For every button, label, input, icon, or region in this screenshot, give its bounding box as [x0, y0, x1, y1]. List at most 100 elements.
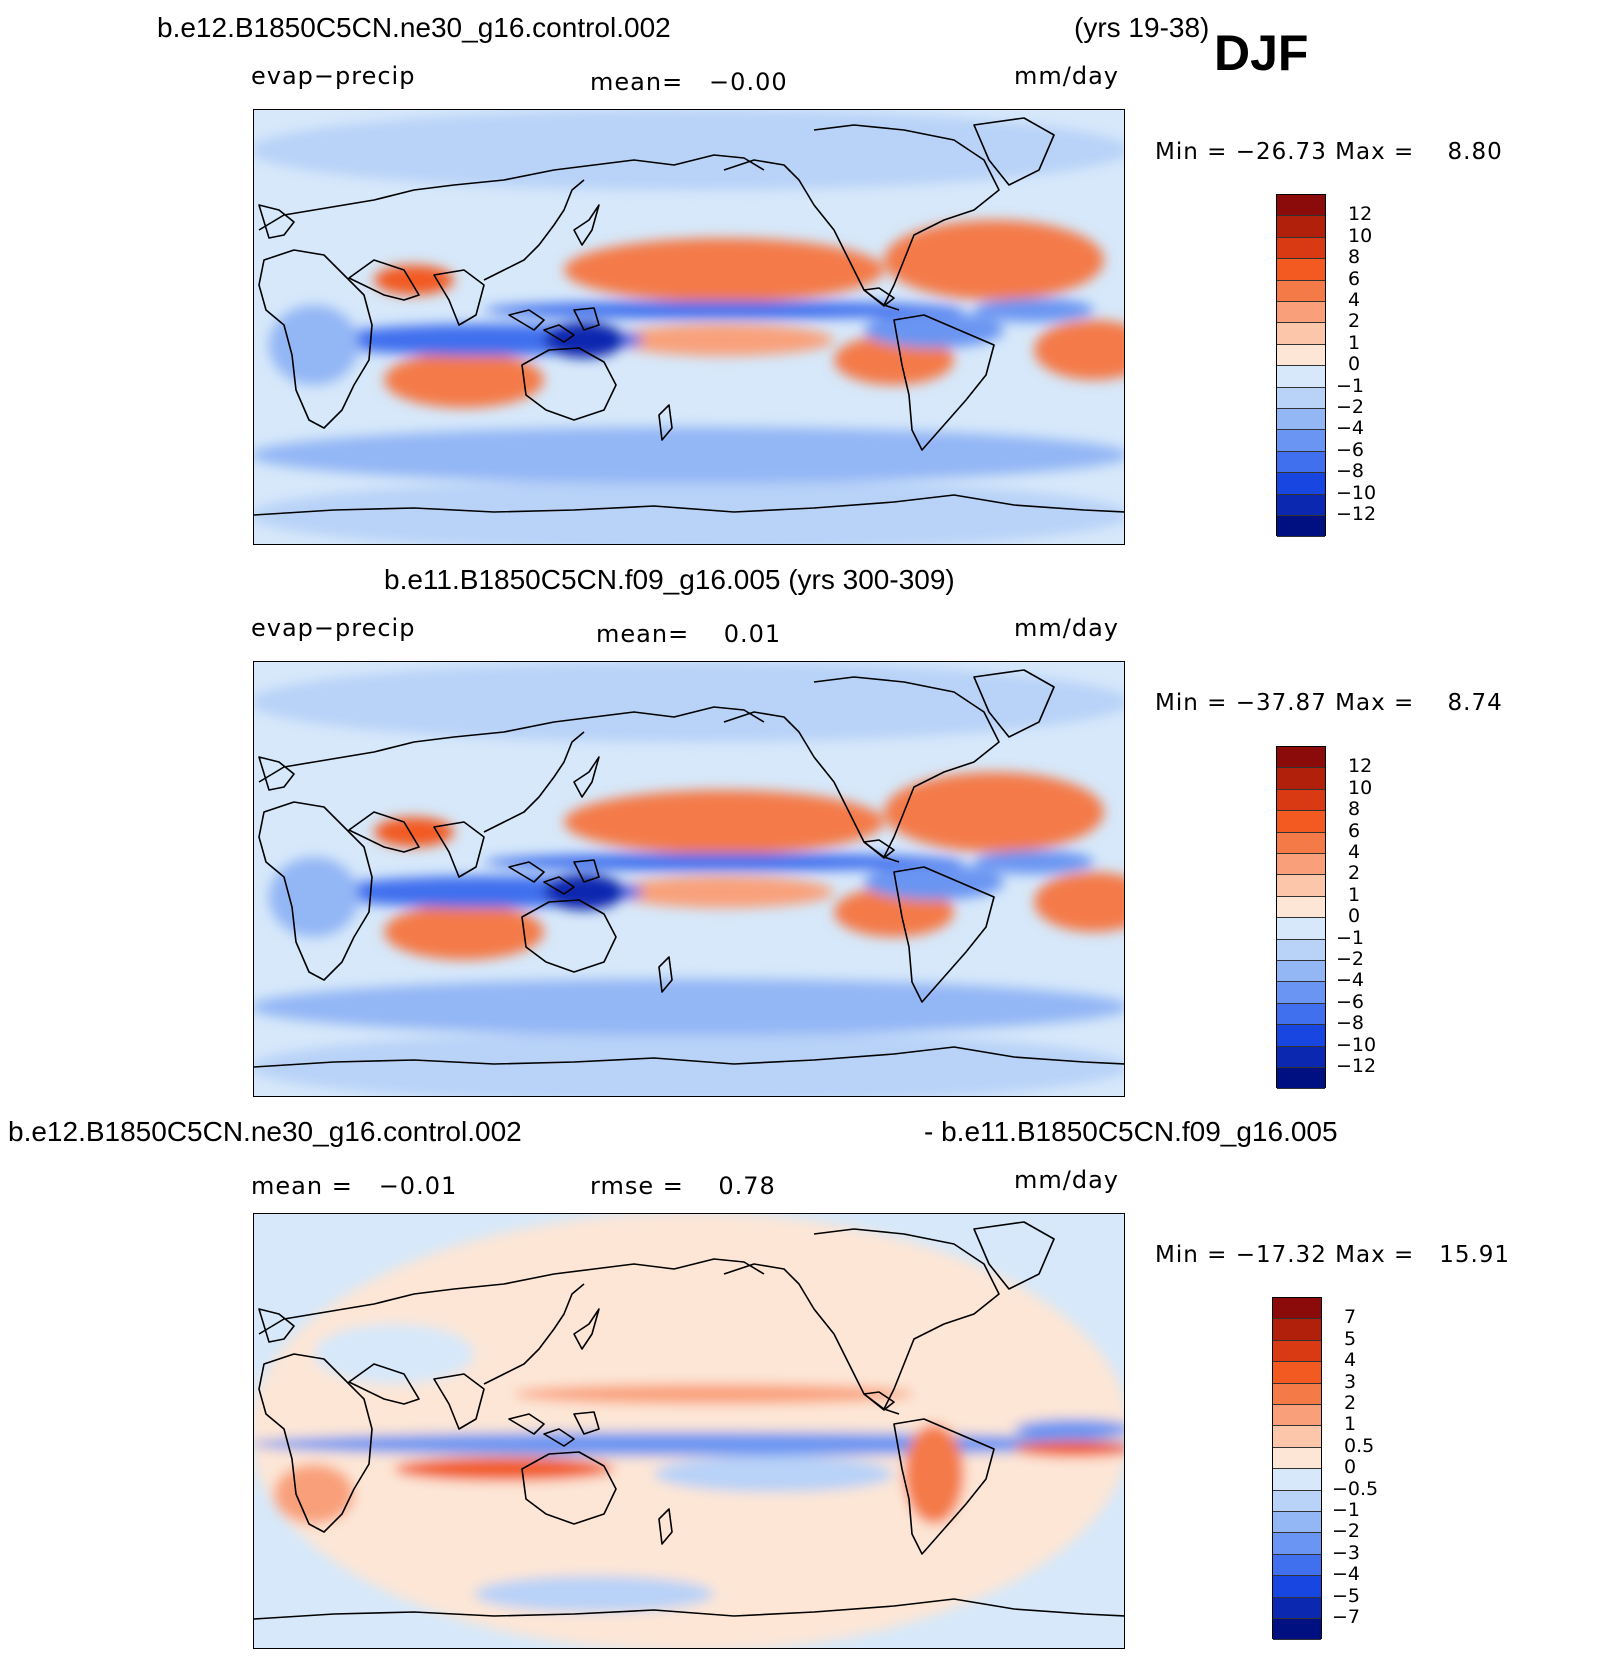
colorbar-swatch — [1273, 1554, 1321, 1577]
field-contour — [474, 1576, 714, 1612]
panel1-units-label: mm/day — [1014, 62, 1119, 90]
field-contour — [614, 324, 834, 356]
field-contour — [254, 1214, 1124, 1648]
coastline — [973, 1221, 1055, 1290]
field-layer — [254, 110, 1124, 544]
map-svg — [254, 110, 1124, 544]
field-contour — [514, 1384, 914, 1404]
colorbar-tick-label: 12 — [1348, 755, 1373, 778]
coastline — [258, 154, 765, 231]
colorbar-tick-label: 4 — [1344, 1349, 1357, 1372]
colorbar-tick-label: 8 — [1348, 798, 1361, 821]
colorbar-swatch — [1273, 1319, 1321, 1341]
colorbar-tick-label: −8 — [1336, 460, 1365, 483]
colorbar-tick-label: −6 — [1336, 438, 1365, 461]
colorbar-swatch — [1277, 854, 1325, 876]
panel3-minmax: Min = −17.32 Max = 15.91 — [1155, 1242, 1511, 1268]
colorbar-swatch — [1277, 875, 1325, 897]
field-contour — [384, 904, 544, 960]
coastline — [258, 756, 295, 791]
colorbar-swatch — [1277, 1068, 1325, 1090]
panel1-title-right: (yrs 19-38) — [1074, 12, 1210, 43]
coastlines — [254, 117, 1124, 516]
colorbar-swatch — [1277, 387, 1325, 409]
coastline — [973, 117, 1055, 186]
field-layer — [254, 662, 1124, 1096]
colorbar-box — [1272, 1297, 1322, 1641]
colorbar-tick-label: 10 — [1348, 224, 1373, 247]
panel1-map — [253, 109, 1125, 545]
field-contour — [884, 220, 1104, 300]
colorbar-box — [1276, 194, 1326, 538]
colorbar-swatch — [1277, 195, 1325, 217]
field-contour — [494, 1432, 614, 1456]
coastlines — [254, 1221, 1124, 1620]
colorbar-tick-label: 1 — [1344, 1413, 1357, 1436]
coastline — [508, 309, 545, 331]
colorbar-swatch — [1277, 961, 1325, 983]
colorbar-tick-label: 5 — [1344, 1327, 1357, 1350]
coastline — [348, 1363, 420, 1405]
coastline — [258, 249, 373, 429]
coastline — [508, 1413, 545, 1435]
colorbar-tick-label: 0.5 — [1344, 1434, 1375, 1457]
colorbar-swatch — [1273, 1383, 1321, 1405]
coastline — [573, 1411, 600, 1435]
map-svg — [254, 1214, 1124, 1648]
field-contour — [654, 1456, 894, 1492]
colorbar-tick-label: −10 — [1336, 481, 1377, 504]
coastline — [521, 899, 617, 973]
panel1-minmax: Min = −26.73 Max = 8.80 — [1155, 139, 1503, 165]
colorbar-swatch — [1273, 1576, 1321, 1598]
coastline — [893, 866, 995, 1003]
field-contour — [564, 790, 884, 854]
colorbar-swatch — [1277, 216, 1325, 238]
field-contour — [374, 265, 454, 295]
field-contour — [614, 876, 834, 908]
colorbar-tick-label: −4 — [1332, 1563, 1361, 1586]
colorbar-tick-label: −1 — [1336, 926, 1365, 949]
coastline — [863, 287, 895, 307]
field-contour — [254, 427, 1124, 483]
colorbar-tick-label: −12 — [1336, 1055, 1377, 1077]
coastline — [658, 1508, 673, 1545]
coastline — [483, 179, 585, 281]
colorbar-swatch — [1277, 939, 1325, 961]
colorbar-swatch — [1277, 1003, 1325, 1026]
colorbar-tick-label: −2 — [1336, 396, 1365, 418]
panel2-mean-label: mean= 0.01 — [596, 620, 782, 648]
colorbar-tick-label: 8 — [1348, 246, 1361, 269]
colorbar-swatch — [1277, 323, 1325, 345]
coastline — [258, 801, 373, 981]
coastline — [543, 324, 575, 343]
coastline — [348, 259, 420, 301]
field-contour — [374, 817, 454, 847]
colorbar-swatch — [1277, 789, 1325, 812]
colorbar-swatch — [1277, 1046, 1325, 1068]
colorbar-swatch — [1277, 516, 1325, 538]
field-contour — [1034, 320, 1124, 380]
coastline — [433, 269, 485, 326]
colorbar-tick-label: 0 — [1348, 905, 1361, 928]
panel3-mean-label: mean = −0.01 — [251, 1172, 458, 1200]
colorbar-box — [1276, 746, 1326, 1090]
field-contour — [314, 1324, 474, 1384]
map-svg — [254, 662, 1124, 1096]
colorbar-swatch — [1273, 1597, 1321, 1619]
coastline — [433, 1373, 485, 1430]
colorbar-swatch — [1273, 1447, 1321, 1470]
panel3-title-right: - b.e11.B1850C5CN.f09_g16.005 — [924, 1116, 1338, 1147]
coastline — [483, 731, 585, 833]
field-contour — [1014, 1441, 1124, 1457]
coastline — [658, 956, 673, 993]
coastline — [348, 811, 420, 853]
colorbar-tick-label: −6 — [1336, 990, 1365, 1013]
season-label: DJF — [1214, 25, 1309, 81]
colorbar-swatch — [1273, 1340, 1321, 1363]
field-contour — [884, 772, 1104, 852]
colorbar-swatch — [1277, 982, 1325, 1004]
colorbar-swatch — [1277, 1025, 1325, 1047]
field-contour — [384, 352, 544, 408]
colorbar-tick-label: −2 — [1336, 948, 1365, 970]
coastline — [893, 1418, 995, 1555]
